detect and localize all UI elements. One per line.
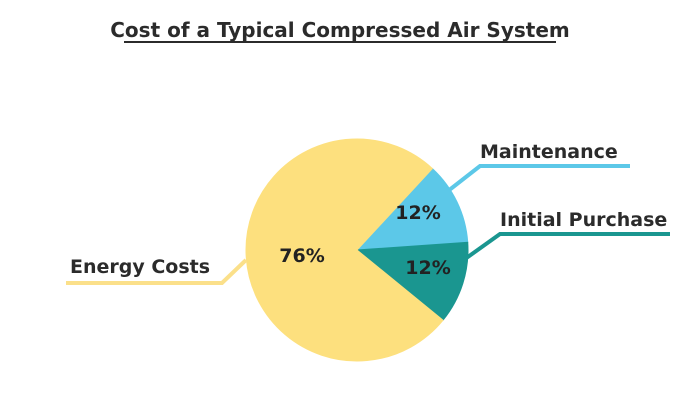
- maintenance-label: Maintenance: [480, 141, 618, 163]
- maintenance-callout-line: [446, 164, 630, 193]
- slice-energy-costs: [245, 138, 444, 362]
- pie-slices: [245, 138, 469, 362]
- maintenance-percent-label: 12%: [395, 202, 440, 224]
- initial-purchase-label: Initial Purchase: [500, 209, 667, 231]
- energy-costs-percent-label: 76%: [279, 245, 324, 267]
- chart-title: Cost of a Typical Compressed Air System: [110, 18, 569, 42]
- energy-costs-callout-line: [66, 258, 248, 285]
- slice-initial-purchase: [355, 241, 469, 321]
- initial-purchase-percent-label: 12%: [405, 257, 450, 279]
- energy-costs-label: Energy Costs: [70, 256, 210, 278]
- initial-purchase-callout-line: [456, 232, 670, 266]
- slice-maintenance: [355, 167, 469, 251]
